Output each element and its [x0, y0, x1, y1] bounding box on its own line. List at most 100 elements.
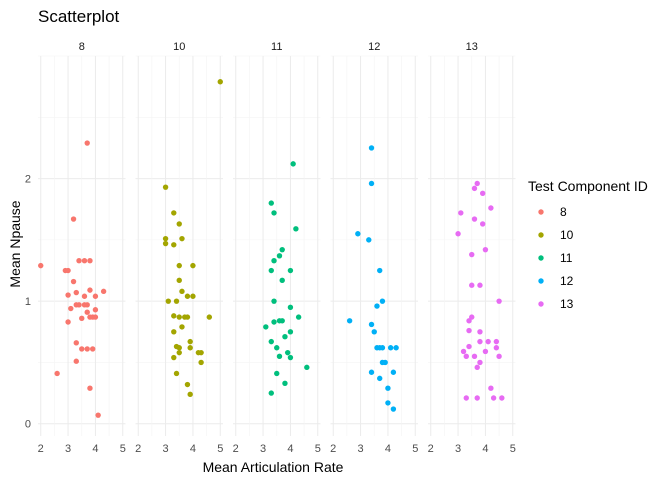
- legend-title: Test Component ID: [528, 178, 648, 194]
- data-point: [176, 345, 182, 351]
- data-point: [471, 216, 478, 222]
- data-point: [379, 345, 386, 351]
- data-point: [471, 353, 478, 360]
- data-point: [263, 324, 269, 330]
- x-tick-label: 5: [412, 443, 418, 455]
- data-point: [493, 338, 500, 345]
- data-point: [304, 364, 310, 371]
- data-point: [466, 327, 472, 334]
- legend-item-8: 8: [538, 205, 567, 219]
- facet-panel-12: 12 2 3 4 5: [330, 41, 418, 455]
- data-point: [293, 226, 299, 232]
- data-point: [198, 349, 204, 356]
- data-point: [493, 345, 500, 351]
- x-tick-label: 5: [315, 443, 321, 455]
- data-point: [366, 237, 372, 243]
- data-point: [173, 370, 180, 377]
- data-point: [274, 370, 280, 377]
- facet-label: 13: [466, 41, 478, 53]
- data-point: [179, 235, 185, 242]
- data-point: [79, 346, 85, 352]
- data-point: [68, 305, 74, 312]
- x-tick-label: 5: [217, 443, 223, 455]
- legend-item-13: 13: [538, 297, 574, 311]
- data-point: [73, 289, 79, 296]
- data-point: [488, 385, 494, 391]
- data-point: [184, 381, 191, 388]
- data-point: [187, 338, 193, 345]
- data-point: [38, 262, 44, 269]
- legend-marker: [538, 278, 544, 284]
- data-point: [217, 79, 223, 85]
- data-point: [268, 390, 274, 396]
- data-point: [379, 298, 386, 304]
- data-point: [477, 329, 483, 335]
- legend-item-11: 11: [538, 251, 573, 265]
- data-point: [65, 292, 71, 298]
- legend-label: 8: [560, 205, 567, 219]
- data-point: [463, 353, 469, 360]
- x-tick-label: 3: [163, 443, 169, 455]
- data-point: [268, 338, 274, 345]
- data-point: [290, 161, 296, 167]
- data-point: [482, 246, 489, 253]
- data-point: [92, 293, 99, 299]
- data-point: [496, 298, 502, 304]
- data-point: [173, 298, 180, 304]
- data-point: [190, 262, 196, 269]
- data-point: [73, 340, 79, 346]
- data-point: [76, 302, 82, 308]
- data-point: [268, 267, 274, 274]
- data-point: [176, 314, 182, 320]
- data-point: [279, 246, 285, 253]
- data-point: [65, 319, 71, 325]
- data-point: [368, 180, 375, 187]
- data-point: [377, 267, 383, 274]
- x-tick-label: 3: [65, 443, 71, 455]
- data-point: [176, 349, 182, 356]
- data-point: [479, 190, 486, 196]
- data-point: [385, 385, 391, 391]
- data-point: [355, 231, 361, 237]
- data-point: [368, 369, 375, 375]
- data-point: [89, 346, 96, 352]
- legend-label: 10: [560, 228, 574, 242]
- x-tick-label: 4: [190, 443, 196, 455]
- data-point: [190, 293, 196, 299]
- data-point: [458, 210, 464, 216]
- data-point: [187, 391, 193, 398]
- data-point: [184, 314, 191, 320]
- data-point: [368, 321, 375, 328]
- legend: 8 10 11 12 13: [538, 205, 574, 311]
- x-tick-label: 4: [385, 443, 391, 455]
- data-point: [466, 343, 472, 350]
- data-point: [390, 369, 397, 375]
- data-point: [198, 359, 204, 366]
- data-point: [171, 354, 177, 361]
- data-point: [377, 375, 383, 382]
- facet-panel-8: 8 2 3 4 5: [38, 41, 126, 455]
- data-point: [284, 349, 291, 356]
- data-point: [179, 288, 185, 295]
- data-point: [279, 318, 285, 324]
- data-point: [81, 293, 88, 299]
- data-point: [499, 395, 505, 401]
- data-point: [469, 314, 475, 320]
- data-point: [92, 307, 99, 313]
- x-tick-label: 4: [482, 443, 488, 455]
- data-point: [488, 205, 494, 211]
- data-point: [92, 314, 99, 320]
- data-point: [474, 180, 480, 187]
- data-point: [282, 334, 288, 340]
- data-point: [95, 412, 101, 418]
- data-point: [162, 184, 169, 190]
- legend-marker: [538, 301, 544, 307]
- data-point: [371, 329, 377, 335]
- x-tick-label: 3: [455, 443, 461, 455]
- data-point: [295, 314, 302, 320]
- facet-label: 11: [271, 41, 282, 53]
- data-point: [184, 293, 191, 299]
- data-point: [176, 262, 182, 269]
